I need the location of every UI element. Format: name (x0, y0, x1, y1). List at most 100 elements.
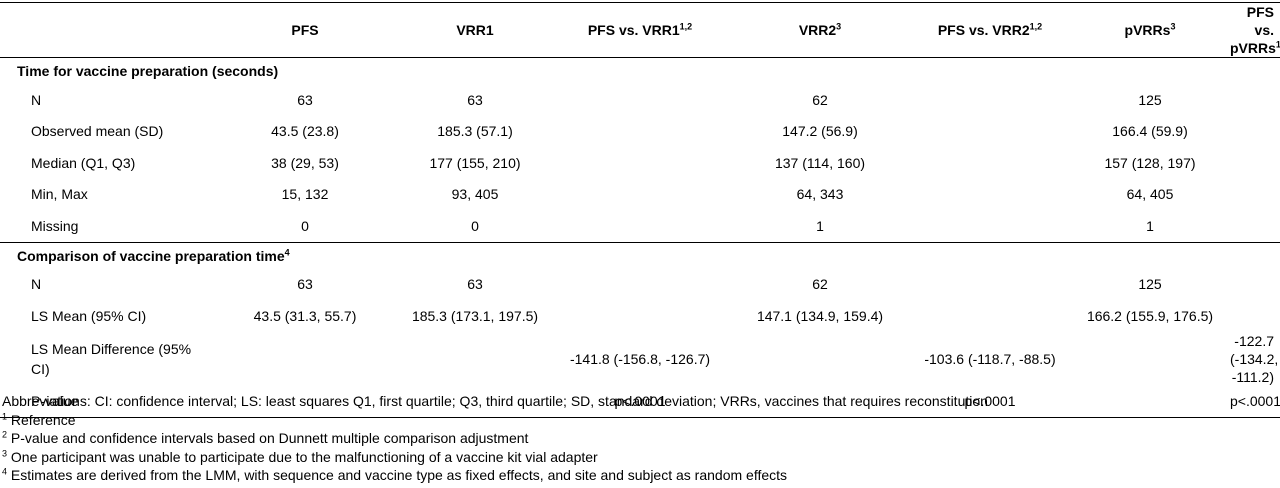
cell: 43.5 (23.8) (271, 123, 339, 140)
cell (550, 116, 730, 148)
cell (550, 147, 730, 179)
cell (550, 84, 730, 116)
cell (910, 116, 1070, 148)
cell: 1 (1146, 217, 1154, 234)
table-row: Min, Max 15, 132 93, 405 64, 343 64, 405 (0, 179, 1280, 211)
cell: 63 (297, 91, 313, 108)
cell (210, 332, 400, 386)
section-title: Time for vaccine preparation (seconds) (0, 57, 1280, 84)
cell (1230, 179, 1280, 211)
cell: -122.7 (-134.2, -111.2) (1230, 332, 1279, 385)
footnote-3: 3 One participant was unable to particip… (2, 447, 598, 465)
cell: 147.2 (56.9) (782, 123, 858, 140)
table-row: LS Mean (95% CI) 43.5 (31.3, 55.7) 185.3… (0, 300, 1280, 332)
cell (730, 332, 910, 386)
cell: 177 (155, 210) (429, 154, 521, 171)
cell: 63 (467, 91, 483, 108)
cell: 137 (114, 160) (774, 154, 866, 171)
header-vrr2: VRR23 (730, 2, 910, 58)
cell (1230, 300, 1280, 332)
row-label: N (31, 91, 42, 108)
cell (910, 179, 1070, 211)
cell: p<.0001 (1230, 385, 1280, 418)
cell (1230, 147, 1280, 179)
cell: 0 (471, 217, 479, 234)
cell: p<.0001 (910, 385, 1070, 418)
footnote-abbreviations: Abbreviations: CI: confidence interval; … (2, 393, 988, 409)
cell (910, 269, 1070, 301)
cell: p<.0001 (550, 385, 730, 418)
cell: 15, 132 (281, 186, 329, 203)
cell (910, 300, 1070, 332)
header-pvrrs: pVRRs3 (1070, 2, 1230, 58)
header-pfs-vs-vrr1: PFS vs. VRR11,2 (550, 2, 730, 58)
cell: 147.1 (134.9, 159.4) (756, 307, 884, 324)
cell (910, 147, 1070, 179)
header-label (0, 2, 210, 58)
table-row: P-value p<.0001 p<.0001 p<.0001 (0, 385, 1280, 418)
cell (400, 332, 550, 386)
table-row: LS Mean Difference (95% CI) -141.8 (-156… (0, 332, 1280, 386)
cell (550, 179, 730, 211)
cell: 166.4 (59.9) (1112, 123, 1188, 140)
header-row: PFS VRR1 PFS vs. VRR11,2 VRR23 PFS vs. V… (0, 2, 1280, 58)
cell: 43.5 (31.3, 55.7) (253, 307, 357, 324)
cell: 125 (1138, 91, 1162, 108)
cell: 62 (812, 91, 828, 108)
table-row: Missing 0 0 1 1 (0, 210, 1280, 242)
table-row: N 63 63 62 125 (0, 269, 1280, 301)
cell: 185.3 (173.1, 197.5) (411, 307, 539, 324)
cell: 38 (29, 53) (271, 154, 339, 171)
cell (910, 210, 1070, 242)
cell (1230, 210, 1280, 242)
header-pfs: PFS (210, 2, 400, 58)
cell: 0 (301, 217, 309, 234)
table-row: N 63 63 62 125 (0, 84, 1280, 116)
footnote-1: 1 Reference (2, 410, 76, 428)
row-label: Observed mean (SD) (31, 123, 164, 140)
footnote-4: 4 Estimates are derived from the LMM, wi… (2, 466, 788, 483)
row-label: Median (Q1, Q3) (31, 154, 136, 171)
cell (910, 84, 1070, 116)
cell (210, 385, 400, 418)
cell: 93, 405 (451, 186, 499, 203)
cell: 125 (1138, 276, 1162, 293)
cell (1230, 116, 1280, 148)
header-pfs-vs-pvrrs: PFS vs. pVRRs1 (1230, 2, 1280, 58)
cell: 166.2 (155.9, 176.5) (1086, 307, 1214, 324)
cell: -103.6 (-118.7, -88.5) (924, 350, 1056, 367)
cell (400, 385, 550, 418)
cell: 64, 343 (796, 186, 844, 203)
cell: 63 (297, 276, 313, 293)
section-title: Comparison of vaccine preparation time4 (0, 241, 1280, 269)
row-label: Missing (31, 217, 79, 234)
cell: 1 (816, 217, 824, 234)
section-row-comparison: Comparison of vaccine preparation time4 (0, 241, 1280, 269)
row-label: P-value (0, 385, 210, 418)
table-row: Observed mean (SD) 43.5 (23.8) 185.3 (57… (0, 116, 1280, 148)
row-label: LS Mean Difference (95% CI) (31, 340, 192, 377)
cell (1070, 385, 1230, 418)
cell: 63 (467, 276, 483, 293)
cell (730, 385, 910, 418)
cell: -141.8 (-156.8, -126.7) (569, 350, 711, 367)
cell (550, 300, 730, 332)
cell (1070, 332, 1230, 386)
table-row: Median (Q1, Q3) 38 (29, 53) 177 (155, 21… (0, 147, 1280, 179)
cell (1230, 269, 1280, 301)
header-vrr1: VRR1 (400, 2, 550, 58)
cell: 157 (128, 197) (1104, 154, 1196, 171)
section-row-preparation-time: Time for vaccine preparation (seconds) (0, 57, 1280, 84)
row-label: LS Mean (95% CI) (31, 307, 147, 324)
results-table: PFS VRR1 PFS vs. VRR11,2 VRR23 PFS vs. V… (0, 2, 1280, 418)
footnote-2: 2 P-value and confidence intervals based… (2, 429, 529, 446)
cell: 62 (812, 276, 828, 293)
cell (550, 210, 730, 242)
header-pfs-vs-vrr2: PFS vs. VRR21,2 (910, 2, 1070, 58)
row-label: Min, Max (31, 186, 88, 203)
cell (550, 269, 730, 301)
footnotes: Abbreviations: CI: confidence interval; … (2, 392, 1278, 485)
cell: 185.3 (57.1) (437, 123, 513, 140)
cell: 64, 405 (1126, 186, 1174, 203)
